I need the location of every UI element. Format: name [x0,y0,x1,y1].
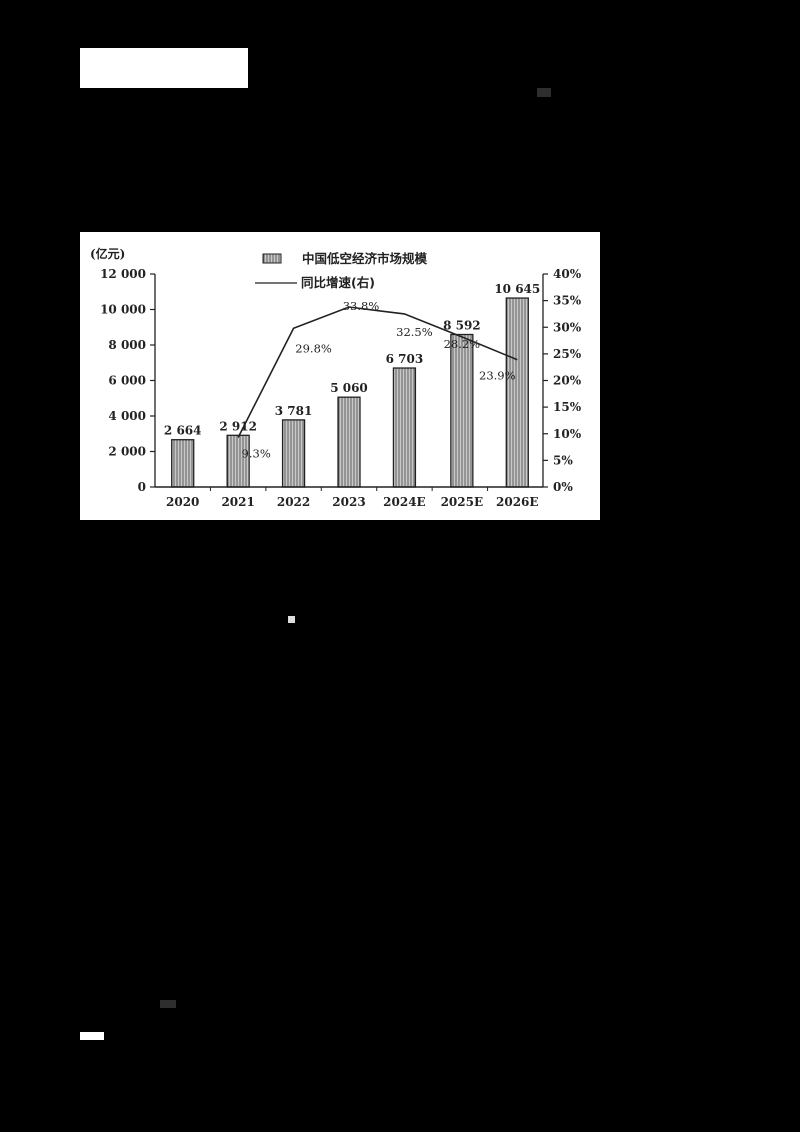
bar-value-label: 6 703 [386,352,424,366]
legend-bar-label: 中国低空经济市场规模 [302,251,428,266]
bar-legend-swatch-icon [262,253,282,264]
bar [226,434,250,488]
x-axis: 2020 2021 2022 2023 2024E 2025E 2026E [155,486,543,509]
x-axis-category-label: 2022 [277,495,310,509]
bar-value-label: 10 645 [494,282,540,296]
legend: 中国低空经济市场规模 同比增速(右) [255,251,428,290]
page-mark [288,616,295,623]
bar [392,367,417,488]
growth-rate-label: 33.8% [343,299,380,313]
market-size-chart: 0 2 000 4 000 6 000 8 000 10 000 12 000 0% 5% 10… [80,232,600,520]
page-mark [160,1000,176,1008]
legend-line-label: 同比增速(右) [301,275,375,290]
right-axis-tick-label: 10% [553,427,582,441]
left-axis-tick-label: 6 000 [108,374,146,388]
growth-rate-label: 28.2% [444,337,481,351]
page-mark [537,88,551,97]
growth-line-series: 9.3% 29.8% 33.8% 32.5% 28.2% 23.9% [237,299,518,460]
redacted-title-block [80,48,248,88]
bar-value-label: 8 592 [443,318,481,332]
left-axis-tick-label: 12 000 [100,267,146,281]
right-axis: 0% 5% 10% 15% 20% 25% 30% 35% 40% [542,267,582,494]
bar [281,419,306,488]
chart-canvas: 0 2 000 4 000 6 000 8 000 10 000 12 000 0% 5% 10… [90,246,582,509]
left-axis-tick-label: 10 000 [100,303,146,317]
right-axis-tick-label: 20% [553,374,582,388]
bar-value-label: 3 781 [275,404,313,418]
left-axis-tick-label: 8 000 [108,338,146,352]
x-axis-category-label: 2021 [221,495,254,509]
bar [171,439,195,488]
x-axis-category-label: 2026E [496,495,539,509]
y-axis-unit-label: (亿元) [90,246,125,261]
left-axis-tick-label: 0 [138,480,146,494]
x-axis-category-label: 2023 [332,495,365,509]
x-axis-category-label: 2020 [166,495,199,509]
left-axis-tick-label: 2 000 [108,445,146,459]
bar [450,333,474,488]
growth-rate-label: 9.3% [242,446,271,460]
growth-rate-label: 32.5% [396,325,433,339]
right-axis-tick-label: 35% [553,294,582,308]
right-axis-tick-label: 30% [553,320,582,334]
bar-value-label: 2 664 [164,424,202,438]
right-axis-tick-label: 0% [553,480,573,494]
left-axis-tick-label: 4 000 [108,409,146,423]
bar [505,297,529,488]
bar-value-label: 5 060 [330,381,368,395]
growth-rate-label: 23.9% [479,369,516,383]
redacted-footer-block [80,1032,104,1040]
right-axis-tick-label: 5% [553,453,573,467]
bar-value-label: 2 912 [219,419,257,433]
bar-series: 2 664 2 912 3 781 5 060 6 703 8 592 10 645 [164,282,540,488]
growth-rate-label: 29.8% [295,341,332,355]
x-axis-category-label: 2024E [383,495,426,509]
x-axis-category-label: 2025E [441,495,484,509]
left-axis: 0 2 000 4 000 6 000 8 000 10 000 12 000 [100,267,156,494]
bar [337,396,361,488]
right-axis-tick-label: 40% [553,267,582,281]
right-axis-tick-label: 15% [553,400,582,414]
right-axis-tick-label: 25% [553,347,582,361]
